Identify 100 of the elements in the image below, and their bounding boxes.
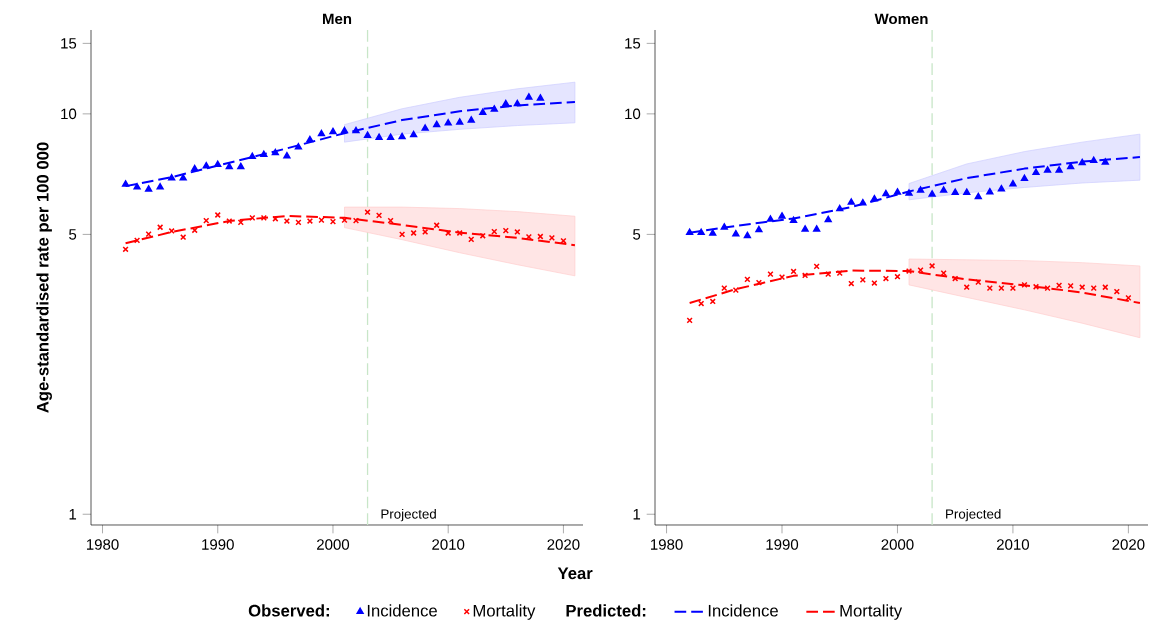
point — [974, 192, 982, 200]
point — [294, 143, 303, 150]
x-tick-label: 1990 — [202, 539, 234, 550]
point — [525, 93, 533, 100]
point — [536, 94, 545, 101]
point — [847, 198, 855, 205]
point — [813, 225, 821, 232]
point — [490, 105, 498, 112]
y-tick-label: 10 — [61, 108, 77, 120]
point — [225, 162, 233, 170]
point — [444, 119, 452, 126]
point — [214, 160, 222, 168]
point — [398, 132, 406, 140]
chart-title: Women — [874, 13, 928, 25]
point — [329, 127, 337, 135]
point — [548, 234, 555, 242]
point — [755, 225, 763, 233]
y-tick-label: 10 — [625, 108, 641, 120]
point — [893, 188, 902, 195]
point — [260, 214, 267, 221]
point — [698, 300, 705, 307]
y-axis-title: Age-standardised rate per 100 000 — [36, 142, 52, 413]
point — [986, 285, 993, 292]
point — [802, 272, 809, 279]
point — [467, 116, 475, 123]
point — [202, 161, 210, 169]
x-tick-label: 2010 — [432, 539, 465, 550]
point — [916, 186, 925, 193]
point — [1021, 281, 1028, 289]
text: Predicted: — [566, 604, 646, 617]
x-tick-label: 1990 — [766, 539, 799, 550]
x-tick-label: 2000 — [317, 539, 350, 550]
text: Observed: — [248, 604, 329, 617]
legend-label: Incidence — [708, 604, 778, 617]
line-series — [124, 214, 576, 247]
point — [180, 234, 187, 241]
point — [156, 183, 164, 190]
point — [871, 279, 878, 287]
point — [709, 229, 717, 236]
point — [386, 133, 395, 140]
point — [963, 284, 970, 291]
point — [421, 124, 429, 131]
point — [824, 215, 832, 223]
point — [997, 184, 1006, 192]
point — [767, 271, 774, 278]
legend-label: Incidence — [367, 604, 437, 617]
point — [882, 275, 890, 282]
point — [237, 162, 245, 170]
point — [306, 217, 314, 225]
legend-label: Mortality — [473, 604, 536, 620]
y-tick-label: 15 — [625, 38, 641, 49]
point — [859, 276, 866, 283]
point — [928, 262, 936, 270]
point — [1079, 284, 1086, 291]
point — [951, 188, 959, 195]
x-tick-label: 2000 — [881, 539, 914, 550]
point — [410, 229, 417, 237]
point — [179, 174, 187, 181]
x-tick-label: 1980 — [86, 539, 119, 550]
point — [145, 230, 152, 238]
point — [1067, 162, 1075, 170]
point — [686, 317, 693, 324]
point — [306, 135, 314, 143]
y-tick-label: 5 — [69, 229, 77, 240]
ref-line-label: Projected — [946, 508, 1001, 522]
point — [456, 118, 464, 125]
x-tick-label: 1980 — [651, 539, 683, 550]
point — [789, 216, 798, 224]
point — [963, 188, 971, 195]
point — [1055, 166, 1063, 173]
point — [1101, 158, 1109, 165]
point — [882, 189, 890, 197]
point — [766, 215, 775, 222]
point — [952, 275, 959, 282]
point — [732, 229, 740, 237]
point — [986, 187, 994, 195]
point — [191, 164, 199, 172]
point — [260, 150, 268, 158]
point — [121, 180, 130, 187]
point — [502, 99, 510, 107]
point — [363, 131, 372, 138]
point — [686, 228, 694, 236]
y-tick-label: 1 — [69, 509, 77, 520]
point — [352, 217, 360, 224]
point — [144, 185, 153, 192]
x-axis-title: Year — [557, 567, 593, 580]
point — [514, 228, 521, 236]
point — [940, 186, 948, 193]
y-tick-label: 15 — [61, 38, 77, 49]
point — [836, 204, 844, 212]
point — [755, 279, 763, 286]
point — [1032, 168, 1040, 176]
point — [1102, 284, 1109, 291]
point — [513, 99, 521, 107]
point — [318, 216, 325, 224]
point — [905, 189, 913, 196]
point — [743, 231, 752, 239]
point — [525, 233, 532, 240]
point — [720, 223, 728, 230]
point — [859, 198, 867, 206]
